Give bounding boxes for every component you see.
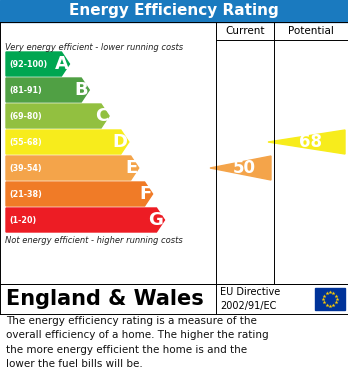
Text: D: D bbox=[113, 133, 128, 151]
Text: Energy Efficiency Rating: Energy Efficiency Rating bbox=[69, 4, 279, 18]
Text: (69-80): (69-80) bbox=[9, 111, 42, 120]
Text: (55-68): (55-68) bbox=[9, 138, 42, 147]
Text: G: G bbox=[149, 211, 164, 229]
Polygon shape bbox=[6, 78, 89, 102]
Text: (1-20): (1-20) bbox=[9, 215, 36, 224]
Text: The energy efficiency rating is a measure of the
overall efficiency of a home. T: The energy efficiency rating is a measur… bbox=[6, 316, 269, 369]
Bar bbox=[315, 288, 345, 310]
Polygon shape bbox=[6, 156, 139, 180]
Text: E: E bbox=[126, 159, 138, 177]
Text: 68: 68 bbox=[299, 133, 322, 151]
Text: 50: 50 bbox=[233, 159, 256, 177]
Text: (92-100): (92-100) bbox=[9, 59, 47, 68]
Text: Potential: Potential bbox=[288, 26, 334, 36]
Text: (21-38): (21-38) bbox=[9, 190, 42, 199]
Text: (81-91): (81-91) bbox=[9, 86, 42, 95]
Bar bbox=[0, 22, 348, 284]
Text: B: B bbox=[74, 81, 88, 99]
Text: EU Directive
2002/91/EC: EU Directive 2002/91/EC bbox=[220, 287, 280, 310]
Polygon shape bbox=[6, 52, 70, 76]
Polygon shape bbox=[210, 156, 271, 180]
Text: Not energy efficient - higher running costs: Not energy efficient - higher running co… bbox=[5, 236, 183, 245]
Polygon shape bbox=[6, 130, 129, 154]
Polygon shape bbox=[6, 182, 153, 206]
Text: A: A bbox=[55, 55, 69, 73]
Polygon shape bbox=[268, 130, 345, 154]
Polygon shape bbox=[6, 208, 165, 232]
Text: (39-54): (39-54) bbox=[9, 163, 42, 172]
Bar bbox=[0, 0, 348, 22]
Polygon shape bbox=[6, 104, 109, 128]
Text: England & Wales: England & Wales bbox=[6, 289, 204, 309]
Text: C: C bbox=[95, 107, 108, 125]
Text: Current: Current bbox=[225, 26, 265, 36]
Bar bbox=[0, 284, 348, 314]
Text: F: F bbox=[139, 185, 152, 203]
Text: Very energy efficient - lower running costs: Very energy efficient - lower running co… bbox=[5, 43, 183, 52]
